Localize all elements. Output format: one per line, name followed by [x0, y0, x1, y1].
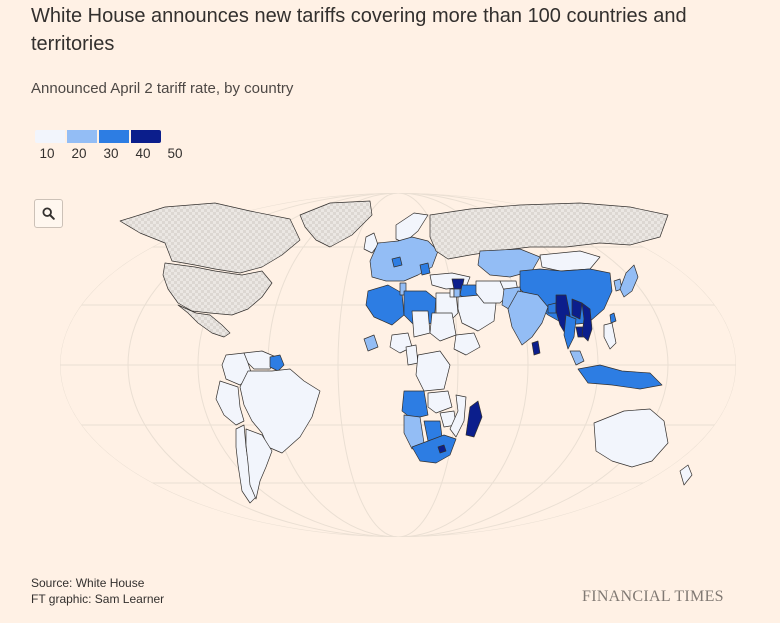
source-note: Source: White House FT graphic: Sam Lear… [31, 575, 164, 607]
legend-swatch [130, 129, 162, 144]
country-japan[interactable]: Japan [619, 264, 639, 298]
source-text: Source: White House [31, 576, 145, 590]
country-brazil[interactable]: Brazil [239, 368, 321, 454]
country-argentina[interactable]: Argentina [245, 428, 273, 500]
legend-tick-label: 10 [39, 146, 55, 161]
color-legend: 10 20 30 40 50 [34, 129, 183, 164]
legend-swatch [34, 129, 66, 144]
country-democratic-republic-of-the-congo[interactable]: Democratic Republic of the Congo [415, 350, 451, 392]
country-philippines[interactable]: Philippines [603, 322, 617, 350]
country-russia[interactable]: Russia [429, 202, 669, 260]
country-sri-lanka[interactable]: Sri Lanka [531, 340, 541, 356]
country-laos[interactable]: Laos [571, 298, 583, 320]
legend-tick-label: 50 [167, 146, 183, 161]
country-serbia[interactable]: Serbia [419, 262, 431, 276]
country-new-zealand[interactable]: New Zealand [679, 464, 693, 486]
credit-text: FT graphic: Sam Learner [31, 592, 165, 606]
country-israel[interactable]: Israel [449, 288, 455, 298]
country-norway[interactable]: Norway [395, 212, 429, 244]
zoom-button[interactable] [34, 199, 63, 228]
world-map[interactable]: GreenlandCanadaUnited StatesMexicoVenezu… [0, 185, 780, 545]
country-sudan[interactable]: Sudan [429, 312, 457, 342]
country-jordan[interactable]: Jordan [453, 288, 461, 298]
country-lesotho[interactable]: Lesotho [437, 444, 447, 454]
search-icon [42, 207, 55, 220]
legend-tick-label: 40 [135, 146, 151, 161]
country-vietnam[interactable]: Vietnam [581, 302, 593, 342]
country-mongolia[interactable]: Mongolia [539, 250, 601, 272]
country-taiwan[interactable]: Taiwan [609, 312, 617, 324]
country-switzerland[interactable]: Switzerland [391, 256, 403, 268]
country-madagascar[interactable]: Madagascar [465, 400, 483, 438]
legend-tick-label: 30 [103, 146, 119, 161]
country-angola[interactable]: Angola [401, 390, 429, 420]
country-european-union[interactable]: European Union [369, 236, 439, 282]
country-south-africa[interactable]: South Africa [411, 434, 457, 464]
country-mozambique[interactable]: Mozambique [449, 394, 467, 438]
legend-swatch [98, 129, 130, 144]
country-algeria[interactable]: Algeria [365, 284, 405, 326]
country-united-states[interactable]: United States [162, 262, 273, 316]
legend-swatch [66, 129, 98, 144]
country-thailand[interactable]: Thailand [563, 314, 577, 350]
country-canada[interactable]: Canada [119, 202, 301, 274]
country-indonesia[interactable]: Indonesia [577, 364, 663, 390]
country-ethiopia[interactable]: Ethiopia [453, 332, 481, 356]
country-india[interactable]: India [507, 290, 549, 346]
legend-ticks: 10 20 30 40 50 [34, 146, 182, 164]
country-malaysia[interactable]: Malaysia [569, 350, 585, 366]
country-australia[interactable]: Australia [593, 408, 669, 468]
chart-title: White House announces new tariffs coveri… [31, 5, 687, 55]
legend-tick-label: 20 [71, 146, 87, 161]
country-peru[interactable]: Peru [215, 380, 245, 426]
chart-subtitle: Announced April 2 tariff rate, by countr… [31, 80, 294, 97]
country-greenland[interactable]: Greenland [299, 200, 373, 248]
ft-logo: FINANCIAL TIMES [582, 588, 724, 605]
country-guyana[interactable]: Guyana [269, 354, 285, 372]
legend-color-bar [34, 129, 162, 144]
country-zambia[interactable]: Zambia [427, 390, 453, 414]
country-mexico[interactable]: Mexico [177, 304, 231, 338]
country-bangladesh[interactable]: Bangladesh [547, 302, 557, 314]
country-cameroon[interactable]: Cameroon [405, 344, 419, 366]
country-c-te-d-ivoire[interactable]: Côte d'Ivoire [363, 334, 379, 352]
country-chad[interactable]: Chad [411, 310, 431, 338]
